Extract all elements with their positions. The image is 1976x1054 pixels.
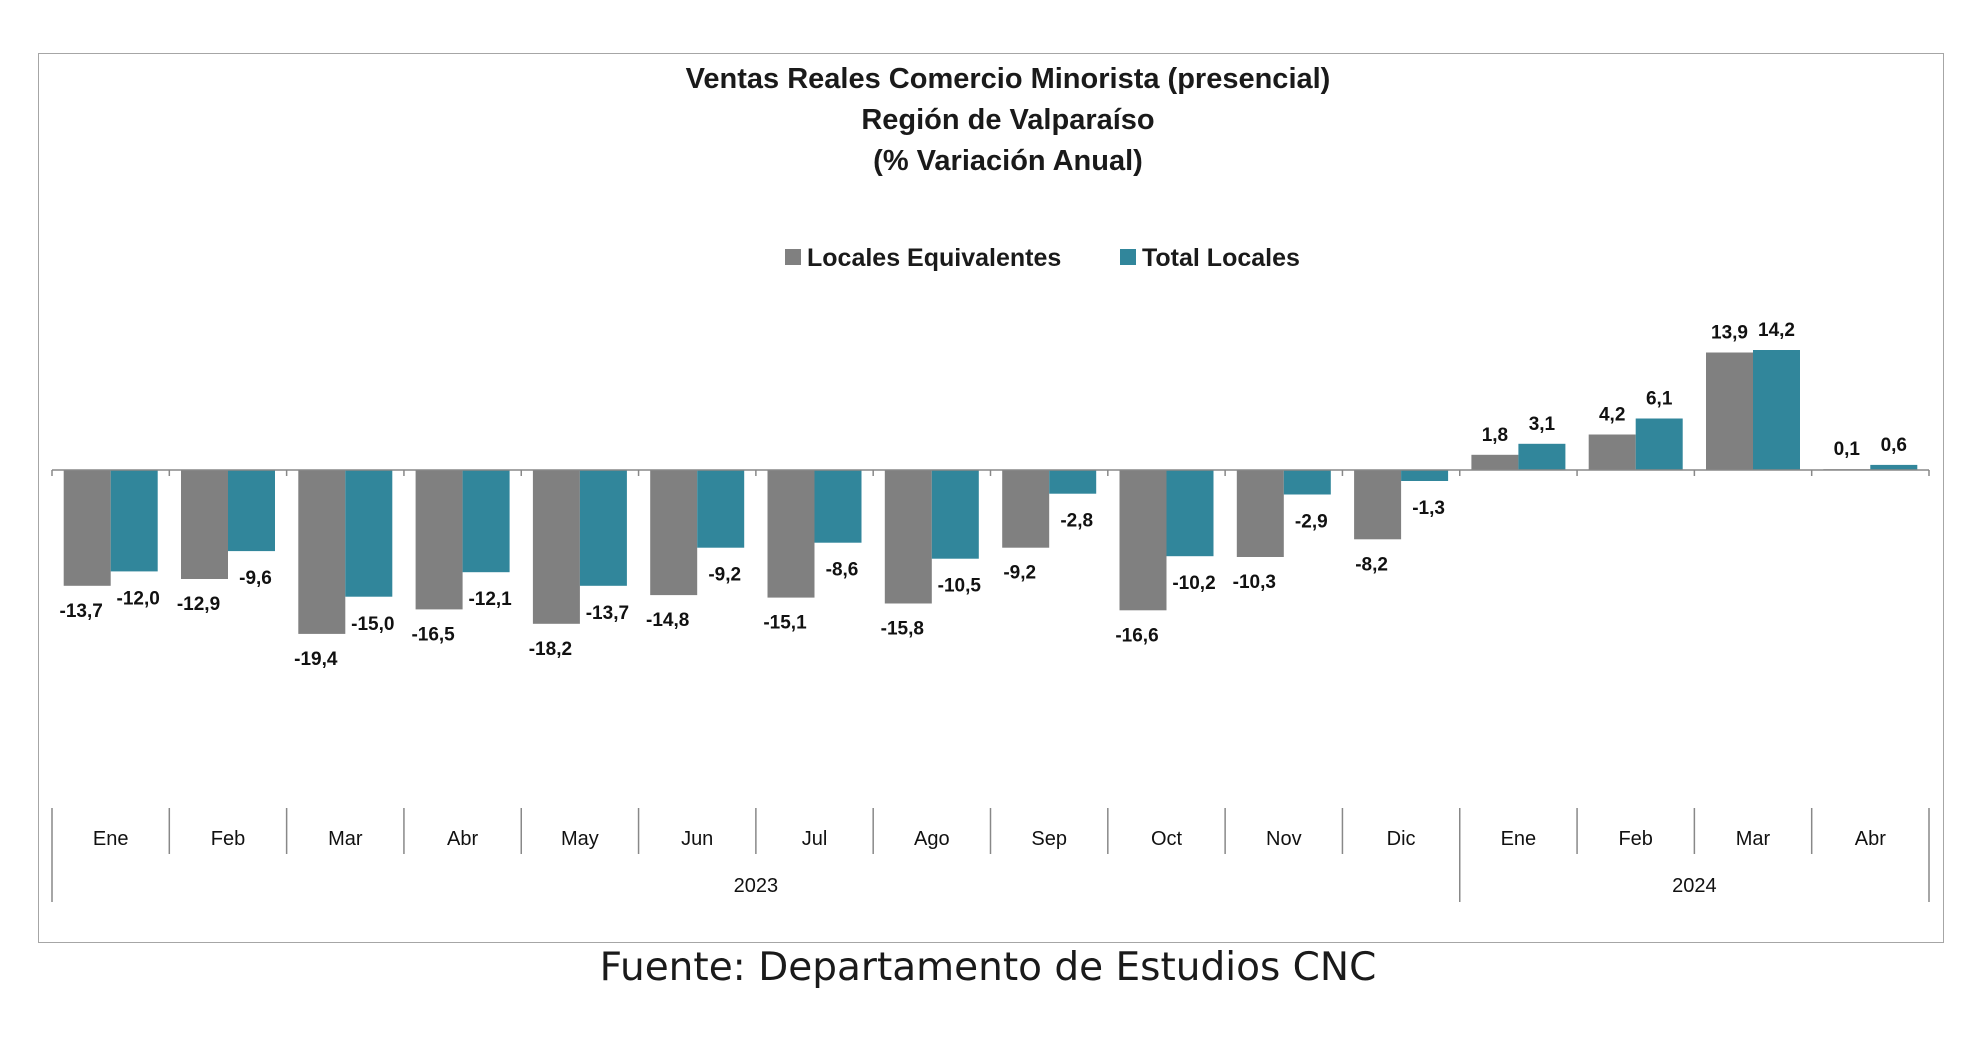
bar-total-locales-15 [1870, 464, 1918, 470]
bar-locales-equivalentes-13 [1588, 434, 1636, 470]
legend-label-locales-equivalentes: Locales Equivalentes [807, 244, 1061, 272]
x-axis: Ene Feb Mar Abr May Jun Jul Ago Sep Oct Nov Dic Ene F… [51, 469, 1930, 902]
bar-locales-equivalentes-12 [1471, 454, 1519, 470]
data-label-locales-equivalentes-15: 0,1 [1834, 439, 1861, 460]
bar-locales-equivalentes-11 [1354, 470, 1402, 540]
bar-locales-equivalentes-8 [1002, 470, 1050, 548]
data-label-total-locales-14: 14,2 [1758, 320, 1795, 341]
bar-locales-equivalentes-6 [767, 470, 815, 598]
bar-locales-equivalentes-10 [1236, 470, 1284, 557]
data-label-locales-equivalentes-11: -8,2 [1355, 554, 1388, 575]
legend-swatch-total-locales [1120, 249, 1136, 265]
bar-total-locales-5 [697, 470, 745, 548]
bar-locales-equivalentes-14 [1706, 352, 1753, 470]
data-label-locales-equivalentes-0: -13,7 [60, 601, 103, 622]
data-label-locales-equivalentes-1: -12,9 [177, 594, 220, 615]
data-label-locales-equivalentes-2: -19,4 [294, 649, 338, 670]
bar-total-locales-11 [1401, 470, 1449, 481]
chart-title-line-3: (% Variación Anual) [873, 145, 1143, 177]
bar-total-locales-4 [579, 470, 627, 586]
data-label-total-locales-9: -10,2 [1172, 573, 1215, 594]
legend: Locales Equivalentes Total Locales [785, 244, 1300, 272]
bar-locales-equivalentes-3 [415, 470, 463, 610]
data-label-locales-equivalentes-12: 1,8 [1482, 425, 1508, 446]
bar-total-locales-9 [1166, 470, 1214, 557]
x-tick-label-5: Jun [681, 828, 713, 850]
data-label-total-locales-4: -13,7 [586, 603, 629, 624]
legend-label-total-locales: Total Locales [1142, 244, 1300, 272]
x-tick-label-13: Feb [1618, 828, 1652, 850]
data-label-total-locales-6: -8,6 [826, 560, 859, 581]
data-label-locales-equivalentes-4: -18,2 [529, 639, 572, 660]
x-tick-label-6: Jul [802, 828, 828, 850]
data-label-locales-equivalentes-5: -14,8 [646, 610, 689, 631]
x-tick-label-0: Ene [93, 828, 129, 850]
legend-swatch-locales-equivalentes [785, 249, 801, 265]
data-label-total-locales-15: 0,6 [1881, 435, 1907, 456]
x-tick-label-4: May [561, 828, 599, 850]
data-label-total-locales-0: -12,0 [117, 588, 160, 609]
bar-total-locales-14 [1753, 350, 1800, 470]
x-tick-label-15: Abr [1855, 828, 1886, 850]
data-label-total-locales-11: -1,3 [1412, 498, 1445, 519]
x-tick-label-7: Ago [914, 828, 950, 850]
data-label-total-locales-5: -9,2 [708, 565, 741, 586]
x-group-label-2023: 2023 [734, 875, 779, 897]
bar-total-locales-8 [1049, 470, 1097, 494]
x-tick-label-9: Oct [1151, 828, 1183, 850]
bar-total-locales-12 [1518, 443, 1566, 470]
x-tick-label-2: Mar [328, 828, 363, 850]
data-label-locales-equivalentes-13: 4,2 [1599, 405, 1625, 426]
data-label-locales-equivalentes-10: -10,3 [1233, 572, 1276, 593]
data-label-locales-equivalentes-14: 13,9 [1711, 323, 1748, 344]
data-label-total-locales-1: -9,6 [239, 568, 272, 589]
source-note: Fuente: Departamento de Estudios CNC [599, 945, 1377, 990]
x-tick-label-8: Sep [1031, 828, 1067, 850]
bar-locales-equivalentes-9 [1119, 470, 1167, 611]
chart-title-line-2: Región de Valparaíso [861, 104, 1154, 136]
chart-frame [38, 53, 1944, 943]
x-group-label-2024: 2024 [1672, 875, 1717, 897]
x-tick-label-11: Dic [1387, 828, 1416, 850]
x-tick-label-3: Abr [447, 828, 478, 850]
data-label-locales-equivalentes-3: -16,5 [411, 624, 455, 645]
x-tick-label-14: Mar [1736, 828, 1771, 850]
bar-locales-equivalentes-1 [181, 470, 228, 579]
data-label-total-locales-13: 6,1 [1646, 389, 1673, 410]
bar-total-locales-2 [345, 470, 393, 597]
bar-total-locales-0 [110, 470, 158, 572]
bar-locales-equivalentes-5 [650, 470, 698, 596]
data-label-locales-equivalentes-7: -15,8 [881, 619, 924, 640]
chart-title: Ventas Reales Comercio Minorista (presen… [686, 63, 1331, 177]
data-label-total-locales-3: -12,1 [468, 589, 512, 610]
plot-area: -13,7 -12,0 -12,9 -9,6 -19,4 -15,0 -16,5 -12,1 -… [60, 320, 1918, 670]
bar-total-locales-6 [814, 470, 862, 543]
data-label-locales-equivalentes-8: -9,2 [1003, 563, 1036, 584]
bar-locales-equivalentes-7 [884, 470, 932, 604]
data-label-total-locales-7: -10,5 [938, 576, 982, 597]
bar-total-locales-1 [228, 470, 275, 552]
bar-locales-equivalentes-2 [298, 470, 346, 634]
x-tick-label-10: Nov [1266, 828, 1302, 850]
x-tick-label-1: Feb [211, 828, 245, 850]
bar-total-locales-13 [1635, 418, 1683, 470]
bar-total-locales-3 [462, 470, 510, 573]
data-label-total-locales-12: 3,1 [1529, 414, 1556, 435]
x-tick-label-12: Ene [1501, 828, 1537, 850]
data-label-locales-equivalentes-9: -16,6 [1115, 625, 1158, 646]
bar-total-locales-10 [1283, 470, 1331, 495]
bar-total-locales-7 [931, 470, 979, 559]
bar-locales-equivalentes-4 [532, 470, 580, 624]
data-label-total-locales-8: -2,8 [1060, 511, 1093, 532]
data-label-total-locales-10: -2,9 [1295, 512, 1328, 533]
chart-title-line-1: Ventas Reales Comercio Minorista (presen… [686, 63, 1331, 95]
data-label-total-locales-2: -15,0 [351, 614, 394, 635]
bar-locales-equivalentes-0 [63, 470, 111, 586]
data-label-locales-equivalentes-6: -15,1 [763, 613, 807, 634]
